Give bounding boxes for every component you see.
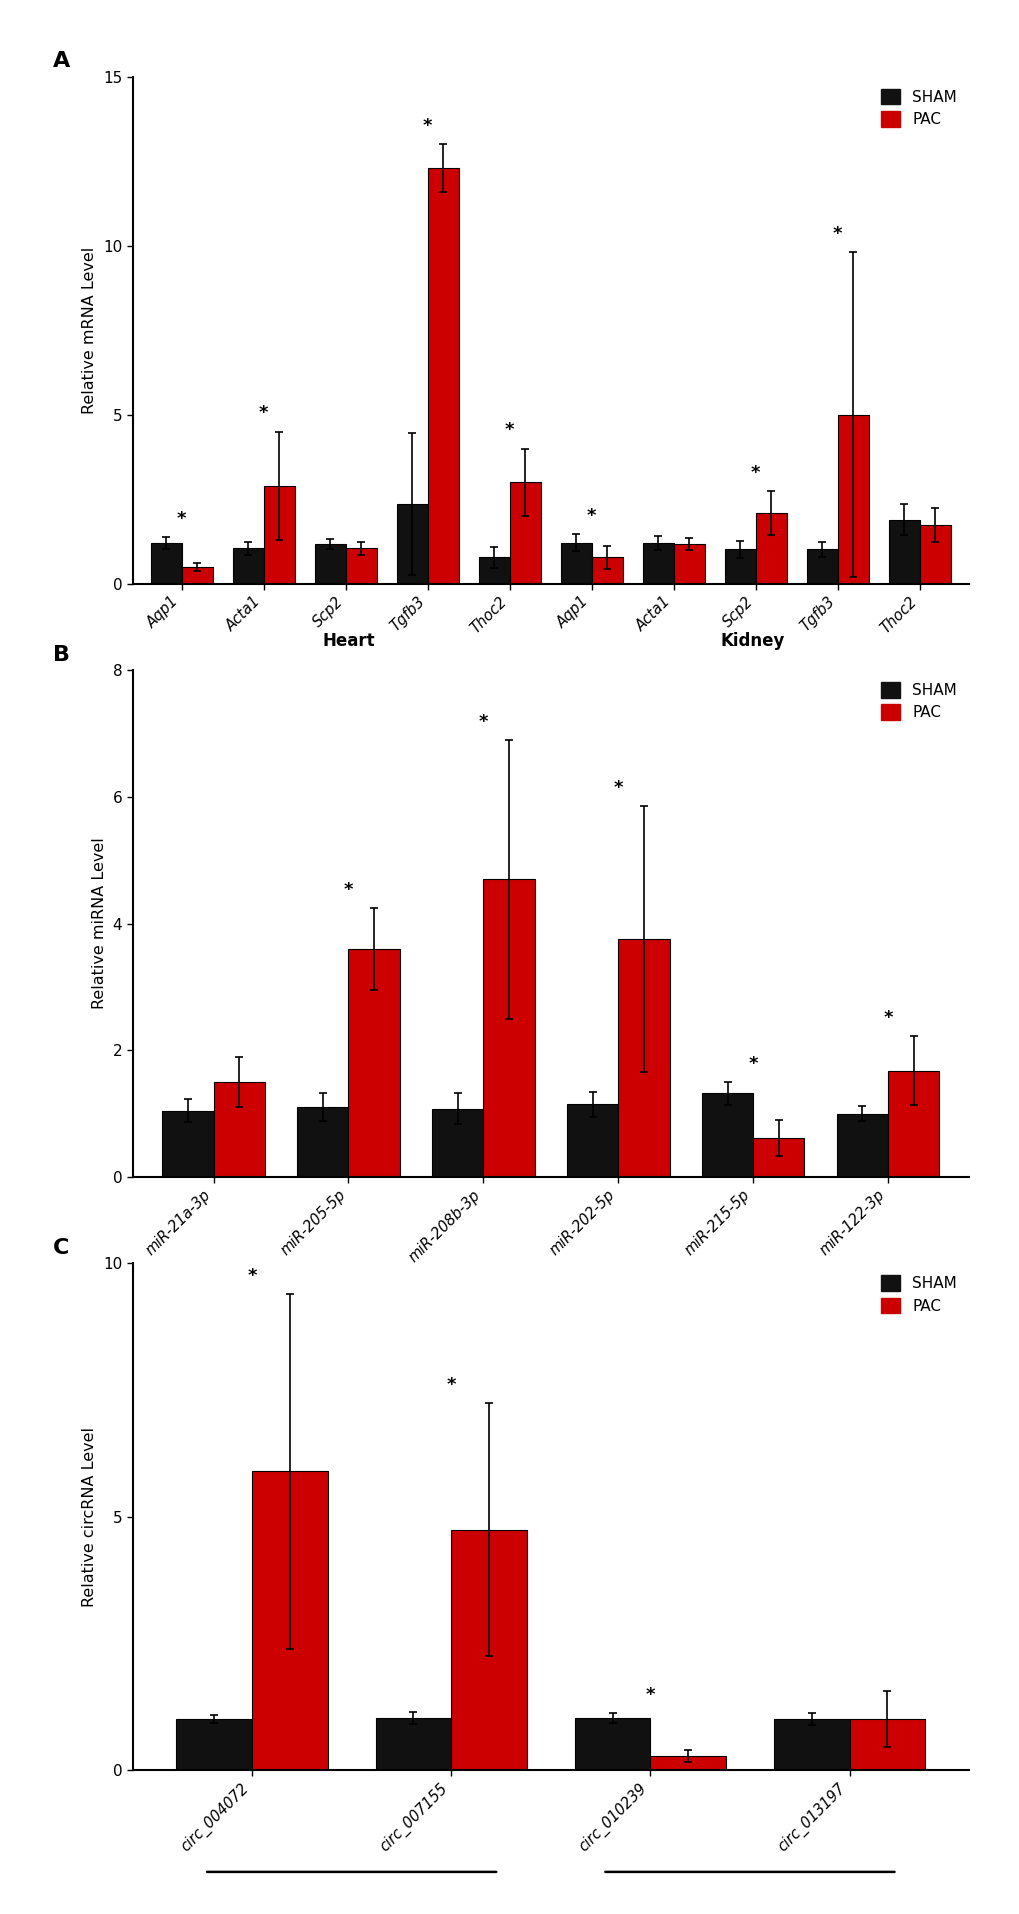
Text: A: A bbox=[53, 52, 70, 71]
Bar bbox=[560, 542, 591, 584]
Bar bbox=[181, 567, 213, 584]
Bar bbox=[806, 549, 837, 584]
Bar bbox=[773, 1719, 849, 1770]
Text: *: * bbox=[259, 404, 268, 423]
Text: *: * bbox=[750, 463, 760, 482]
Text: *: * bbox=[478, 712, 488, 731]
Bar bbox=[836, 1114, 888, 1177]
Bar bbox=[432, 1108, 483, 1177]
Text: *: * bbox=[504, 421, 514, 440]
Text: Heart: Heart bbox=[322, 1328, 374, 1347]
Bar bbox=[837, 415, 868, 584]
Bar bbox=[755, 513, 787, 584]
Bar bbox=[450, 1529, 527, 1770]
Bar bbox=[264, 486, 294, 584]
Text: *: * bbox=[833, 226, 842, 243]
Legend: SHAM, PAC: SHAM, PAC bbox=[876, 84, 961, 132]
Bar bbox=[213, 1081, 265, 1177]
Text: *: * bbox=[343, 880, 353, 898]
Text: *: * bbox=[177, 509, 186, 528]
Bar bbox=[345, 547, 377, 584]
Bar bbox=[752, 1137, 804, 1177]
Bar bbox=[567, 1104, 618, 1177]
Bar bbox=[151, 544, 181, 584]
Bar bbox=[723, 549, 755, 584]
Text: Heart: Heart bbox=[319, 735, 372, 754]
Text: *: * bbox=[247, 1267, 257, 1284]
Bar bbox=[375, 1719, 450, 1770]
Bar bbox=[297, 1108, 348, 1177]
Bar bbox=[591, 557, 623, 584]
Bar bbox=[427, 168, 459, 584]
Text: *: * bbox=[587, 507, 596, 524]
Text: *: * bbox=[882, 1009, 892, 1026]
Text: *: * bbox=[446, 1376, 455, 1393]
Y-axis label: Relative circRNA Level: Relative circRNA Level bbox=[83, 1426, 97, 1608]
Bar bbox=[849, 1719, 924, 1770]
Y-axis label: Relative miRNA Level: Relative miRNA Level bbox=[92, 838, 107, 1009]
Bar bbox=[396, 503, 427, 584]
Bar bbox=[642, 544, 674, 584]
Legend: SHAM, PAC: SHAM, PAC bbox=[876, 1271, 961, 1319]
Bar bbox=[674, 544, 704, 584]
Text: *: * bbox=[612, 779, 623, 796]
Text: C: C bbox=[53, 1238, 69, 1257]
Bar bbox=[483, 879, 534, 1177]
Text: *: * bbox=[423, 117, 432, 136]
Y-axis label: Relative mRNA Level: Relative mRNA Level bbox=[83, 247, 97, 413]
Bar bbox=[510, 482, 540, 584]
Text: Kidney: Kidney bbox=[720, 1328, 785, 1347]
Text: *: * bbox=[748, 1055, 757, 1074]
Text: Heart: Heart bbox=[322, 632, 374, 649]
Text: Kidney: Kidney bbox=[720, 632, 785, 649]
Bar bbox=[888, 519, 919, 584]
Bar bbox=[618, 940, 668, 1177]
Bar bbox=[176, 1719, 252, 1770]
Bar bbox=[650, 1757, 726, 1770]
Bar bbox=[574, 1719, 650, 1770]
Legend: SHAM, PAC: SHAM, PAC bbox=[876, 678, 961, 725]
Bar bbox=[919, 524, 950, 584]
Bar bbox=[478, 557, 510, 584]
Text: B: B bbox=[53, 645, 70, 664]
Bar bbox=[701, 1093, 752, 1177]
Text: *: * bbox=[645, 1686, 654, 1703]
Bar bbox=[314, 544, 345, 584]
Text: Kidney: Kidney bbox=[722, 735, 788, 754]
Bar bbox=[348, 949, 399, 1177]
Bar bbox=[162, 1110, 213, 1177]
Bar bbox=[232, 547, 264, 584]
Bar bbox=[252, 1472, 327, 1770]
Bar bbox=[888, 1070, 938, 1177]
